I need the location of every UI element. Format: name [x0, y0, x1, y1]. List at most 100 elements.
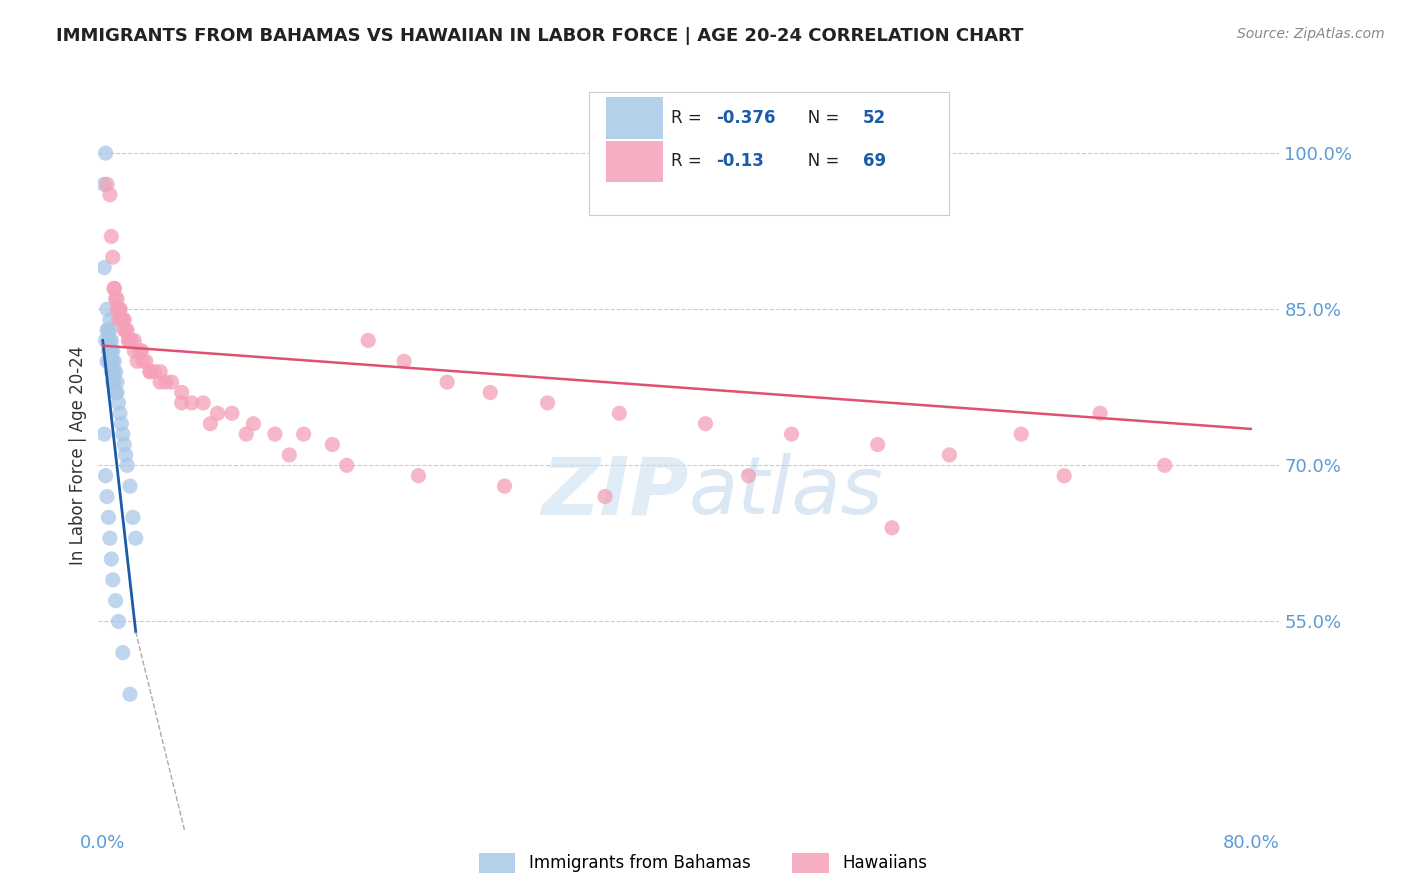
Point [408, 468, 430, 483]
Point [607, 406, 630, 420]
Point [97, 510, 120, 524]
Point [278, 448, 301, 462]
FancyBboxPatch shape [606, 141, 664, 182]
Point [180, 396, 202, 410]
Point [1153, 458, 1175, 473]
Text: atlas: atlas [689, 453, 884, 532]
Point [593, 490, 616, 504]
Point [124, 343, 146, 358]
Legend: Immigrants from Bahamas, Hawaiians: Immigrants from Bahamas, Hawaiians [472, 847, 934, 880]
Point [104, 593, 127, 607]
Point [98, 312, 121, 326]
Point [105, 302, 128, 317]
Point [321, 437, 343, 451]
Text: R =: R = [671, 153, 707, 170]
Point [97, 343, 120, 358]
Point [117, 334, 139, 348]
Point [108, 406, 131, 420]
Point [695, 417, 717, 431]
Point [292, 427, 315, 442]
Point [104, 365, 127, 379]
Point [124, 334, 146, 348]
Point [98, 323, 121, 337]
Point [135, 354, 157, 368]
Point [336, 458, 359, 473]
Point [101, 250, 124, 264]
Point [103, 365, 125, 379]
Point [94, 334, 117, 348]
Point [536, 396, 558, 410]
Point [103, 354, 125, 368]
Point [100, 229, 122, 244]
Point [107, 615, 129, 629]
Point [108, 302, 131, 317]
Point [103, 281, 125, 295]
Text: N =: N = [792, 109, 845, 127]
Text: IMMIGRANTS FROM BAHAMAS VS HAWAIIAN IN LABOR FORCE | AGE 20-24 CORRELATION CHART: IMMIGRANTS FROM BAHAMAS VS HAWAIIAN IN L… [56, 27, 1024, 45]
Text: -0.376: -0.376 [716, 109, 776, 127]
Point [93, 260, 115, 275]
Point [112, 312, 135, 326]
Point [127, 354, 149, 368]
Point [98, 343, 121, 358]
Point [235, 427, 257, 442]
Point [207, 406, 229, 420]
Point [96, 302, 118, 317]
Point [103, 375, 125, 389]
Point [100, 343, 122, 358]
Point [108, 302, 131, 317]
Point [494, 479, 516, 493]
Point [98, 187, 121, 202]
Point [101, 365, 124, 379]
Point [170, 396, 193, 410]
Point [264, 427, 287, 442]
Point [115, 458, 138, 473]
Point [97, 354, 120, 368]
Y-axis label: In Labor Force | Age 20-24: In Labor Force | Age 20-24 [69, 345, 87, 565]
Point [125, 531, 148, 545]
Point [94, 468, 117, 483]
Point [120, 334, 142, 348]
Point [479, 385, 502, 400]
Point [221, 406, 243, 420]
Point [98, 334, 121, 348]
Point [114, 323, 136, 337]
Point [98, 531, 121, 545]
Point [112, 323, 135, 337]
Point [101, 354, 124, 368]
Point [129, 343, 152, 358]
Point [114, 448, 136, 462]
Point [357, 334, 380, 348]
Point [100, 354, 122, 368]
Point [101, 343, 124, 358]
Point [121, 510, 143, 524]
Point [111, 427, 134, 442]
Point [149, 375, 172, 389]
Point [96, 354, 118, 368]
Point [155, 375, 177, 389]
Point [94, 146, 117, 161]
Point [110, 417, 132, 431]
Point [1010, 427, 1032, 442]
Point [170, 385, 193, 400]
Point [97, 334, 120, 348]
Point [96, 178, 118, 192]
Point [100, 365, 122, 379]
Point [105, 292, 128, 306]
Point [112, 437, 135, 451]
Point [107, 312, 129, 326]
Point [96, 490, 118, 504]
Point [193, 396, 215, 410]
Point [93, 178, 115, 192]
Point [200, 417, 222, 431]
Point [118, 334, 141, 348]
FancyBboxPatch shape [589, 92, 949, 215]
Point [737, 468, 759, 483]
Point [100, 334, 122, 348]
Point [104, 292, 127, 306]
Point [100, 552, 122, 566]
Point [105, 375, 128, 389]
Text: R =: R = [671, 109, 707, 127]
Point [115, 323, 138, 337]
Point [780, 427, 803, 442]
